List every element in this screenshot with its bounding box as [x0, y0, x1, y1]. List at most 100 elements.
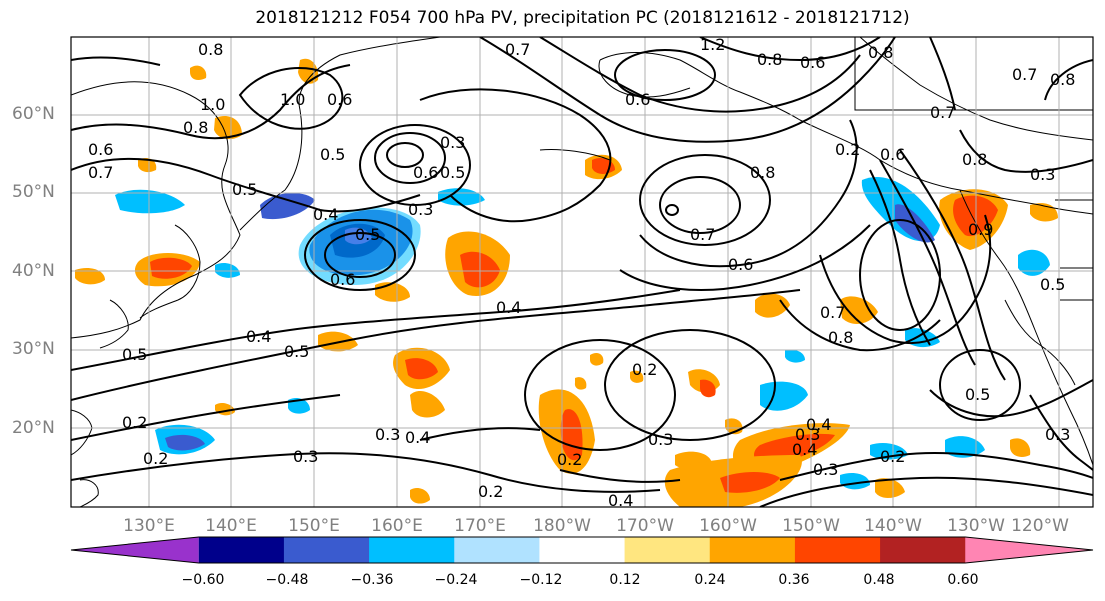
colorbar-bin — [369, 537, 455, 563]
contour-label: 0.7 — [505, 40, 530, 59]
lon-label: 160°W — [699, 516, 757, 536]
contour-label: 0.6 — [800, 53, 825, 72]
contour-label: 0.7 — [88, 163, 113, 182]
contour-label: 0.6 — [327, 90, 352, 109]
contour-label: 0.2 — [835, 140, 860, 159]
colorbar-bin — [539, 537, 626, 563]
lon-label: 150°E — [288, 516, 340, 536]
contour-label: 0.6 — [88, 140, 113, 159]
contour-label: 0.2 — [143, 449, 168, 468]
contour-label: 0.3 — [440, 133, 465, 152]
contour-label: 0.6 — [413, 163, 438, 182]
contour-label: 0.6 — [728, 255, 753, 274]
lat-label: 50°N — [12, 182, 55, 202]
colorbar-tick-label: −0.48 — [265, 572, 309, 588]
contour-label: 0.8 — [757, 50, 782, 69]
lon-label: 140°W — [864, 516, 922, 536]
contour-label: 0.4 — [313, 205, 338, 224]
contour-label: 0.3 — [408, 200, 433, 219]
contour-label: 0.6 — [625, 90, 650, 109]
contour-label: 0.8 — [1050, 70, 1075, 89]
colorbar-tick-label: −0.36 — [350, 572, 394, 588]
contour-label: 0.8 — [198, 40, 223, 59]
contour-label: 0.3 — [1045, 425, 1070, 444]
lon-label: 120°W — [1011, 516, 1069, 536]
colorbar-extend-high — [965, 537, 1093, 563]
colorbar-tick-label: 0.36 — [778, 572, 810, 588]
lon-label: 160°E — [371, 516, 423, 536]
contour-label: 0.5 — [1040, 275, 1065, 294]
colorbar-bin — [283, 537, 370, 563]
contour-label: 0.3 — [795, 425, 820, 444]
contour-label: 1.0 — [280, 90, 305, 109]
lon-label: 180°W — [533, 516, 591, 536]
lon-label: 170°W — [616, 516, 674, 536]
lat-label: 40°N — [12, 261, 55, 281]
contour-label: 0.4 — [496, 298, 521, 317]
contour-label: 0.7 — [1012, 65, 1037, 84]
contour-label: 0.4 — [246, 327, 271, 346]
colorbar-bin — [624, 537, 711, 563]
contour-label: 0.5 — [320, 145, 345, 164]
map-frame — [70, 36, 1094, 508]
contour-label: 0.5 — [284, 342, 309, 361]
lat-label: 30°N — [12, 339, 55, 359]
colorbar-tick-label: 0.12 — [609, 572, 641, 588]
contour-label: 1.2 — [700, 35, 725, 54]
contour-label: 0.3 — [293, 447, 318, 466]
contour-label: 0.2 — [632, 360, 657, 379]
lon-label: 130°W — [947, 516, 1005, 536]
contour-label: 0.8 — [828, 328, 853, 347]
contour-label: 0.2 — [122, 413, 147, 432]
contour-label: 0.7 — [930, 103, 955, 122]
lon-label: 130°E — [123, 516, 175, 536]
contour-label: 0.8 — [183, 118, 208, 137]
contour-label: 0.5 — [965, 385, 990, 404]
colorbar-bin — [454, 537, 540, 563]
contour-labels: 0.8 1.0 1.0 0.8 0.6 0.7 0.6 0.5 0.6 0.5 … — [88, 35, 1075, 507]
colorbar-outline — [70, 536, 1094, 564]
contour-label: 0.5 — [440, 163, 465, 182]
contour-label: 0.4 — [806, 415, 831, 434]
contour-label: 0.3 — [1030, 165, 1055, 184]
colorbar-bin — [709, 537, 796, 563]
colorbar-tick-label: 0.60 — [947, 572, 979, 588]
contour-label: 1.0 — [200, 95, 225, 114]
contour-label: 0.3 — [813, 460, 838, 479]
contour-label: 0.5 — [355, 225, 380, 244]
contour-label: 0.4 — [405, 428, 430, 447]
lat-label: 20°N — [12, 418, 55, 438]
contour-label: 0.6 — [330, 270, 355, 289]
colorbar-extend-low — [71, 537, 199, 563]
lat-label: 60°N — [12, 104, 55, 124]
contour-label: 0.6 — [880, 145, 905, 164]
lon-label: 140°E — [205, 516, 257, 536]
colorbar-tick-label: −0.60 — [181, 572, 225, 588]
contour-label: 0.7 — [690, 225, 715, 244]
contour-label: 0.8 — [868, 43, 893, 62]
contour-label: 0.5 — [122, 345, 147, 364]
contour-label: 0.5 — [232, 180, 257, 199]
lon-label: 170°E — [454, 516, 506, 536]
contour-label: 0.3 — [648, 430, 673, 449]
colorbar — [70, 536, 1094, 564]
colorbar-bin — [198, 537, 285, 563]
colorbar-bin — [880, 537, 966, 563]
colorbar-tick-label: 0.24 — [694, 572, 726, 588]
contour-label: 0.3 — [375, 425, 400, 444]
colorbar-tick-label: −0.24 — [434, 572, 478, 588]
pv-contours — [71, 37, 1093, 507]
contour-label: 0.9 — [968, 220, 993, 239]
contour-label: 0.7 — [820, 303, 845, 322]
contour-label: 0.2 — [880, 447, 905, 466]
contour-label: 0.4 — [792, 440, 817, 459]
contour-label: 0.2 — [557, 450, 582, 469]
contour-label: 0.2 — [478, 482, 503, 501]
coastlines — [71, 37, 1093, 507]
colorbar-tick-label: 0.48 — [863, 572, 895, 588]
colorbar-bin — [794, 537, 881, 563]
graticule — [71, 37, 1093, 507]
contour-label: 0.8 — [750, 163, 775, 182]
lon-label: 150°W — [782, 516, 840, 536]
